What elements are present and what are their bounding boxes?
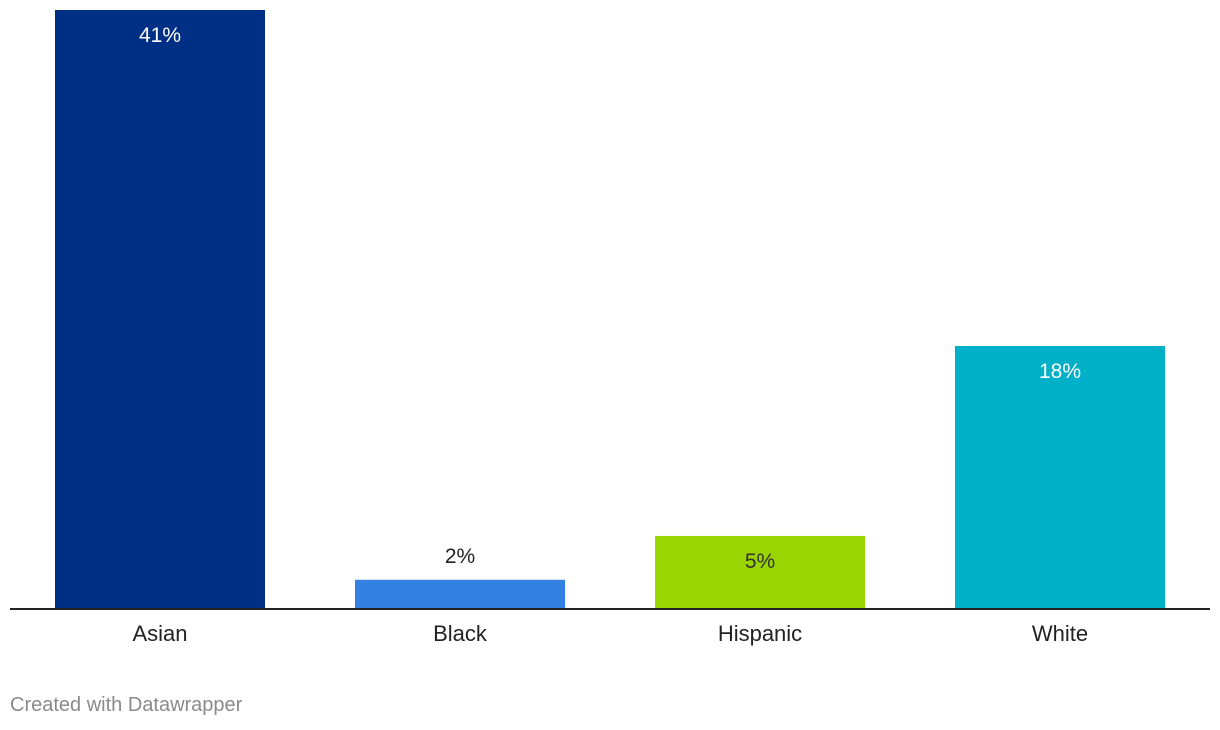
value-label-black: 2% [445, 545, 475, 568]
value-label-asian: 41% [139, 24, 181, 47]
bars-group [55, 10, 1165, 609]
category-label-black: Black [433, 621, 488, 646]
bar-hispanic [655, 535, 865, 609]
category-label-hispanic: Hispanic [718, 621, 802, 646]
bar-white [955, 346, 1165, 609]
bar-asian [55, 10, 265, 609]
value-labels-group: 41% 2% 5% 18% [139, 24, 1081, 573]
category-labels-group: Asian Black Hispanic White [132, 621, 1088, 646]
bar-black [355, 579, 565, 609]
category-label-white: White [1032, 621, 1088, 646]
value-label-hispanic: 5% [745, 550, 775, 573]
category-label-asian: Asian [132, 621, 187, 646]
bar-chart: 41% 2% 5% 18% Asian Black Hispanic White [10, 10, 1210, 646]
credit-text: Created with Datawrapper [10, 694, 243, 716]
value-label-white: 18% [1039, 360, 1081, 383]
